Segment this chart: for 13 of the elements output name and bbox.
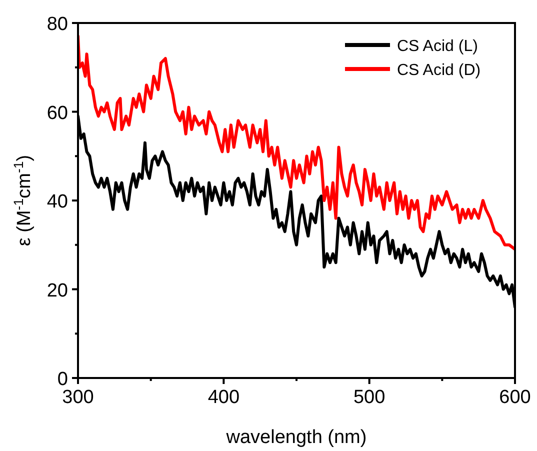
x-tick-label: 600	[499, 387, 531, 408]
x-tick-label: 300	[62, 387, 94, 408]
legend-label: CS Acid (D)	[397, 62, 481, 79]
x-axis-title: wavelength (nm)	[225, 427, 367, 448]
y-tick-label: 40	[46, 192, 68, 212]
x-tick-label: 400	[208, 387, 240, 408]
line-series	[78, 34, 515, 251]
y-tick-label: 20	[46, 280, 68, 302]
y-tick-label: 0	[57, 369, 68, 390]
x-tick-label: 500	[353, 387, 386, 408]
y-tick-label: 60	[46, 102, 68, 124]
legend-label: CS Acid (L)	[397, 38, 478, 55]
y-tick-label: 80	[46, 14, 68, 35]
